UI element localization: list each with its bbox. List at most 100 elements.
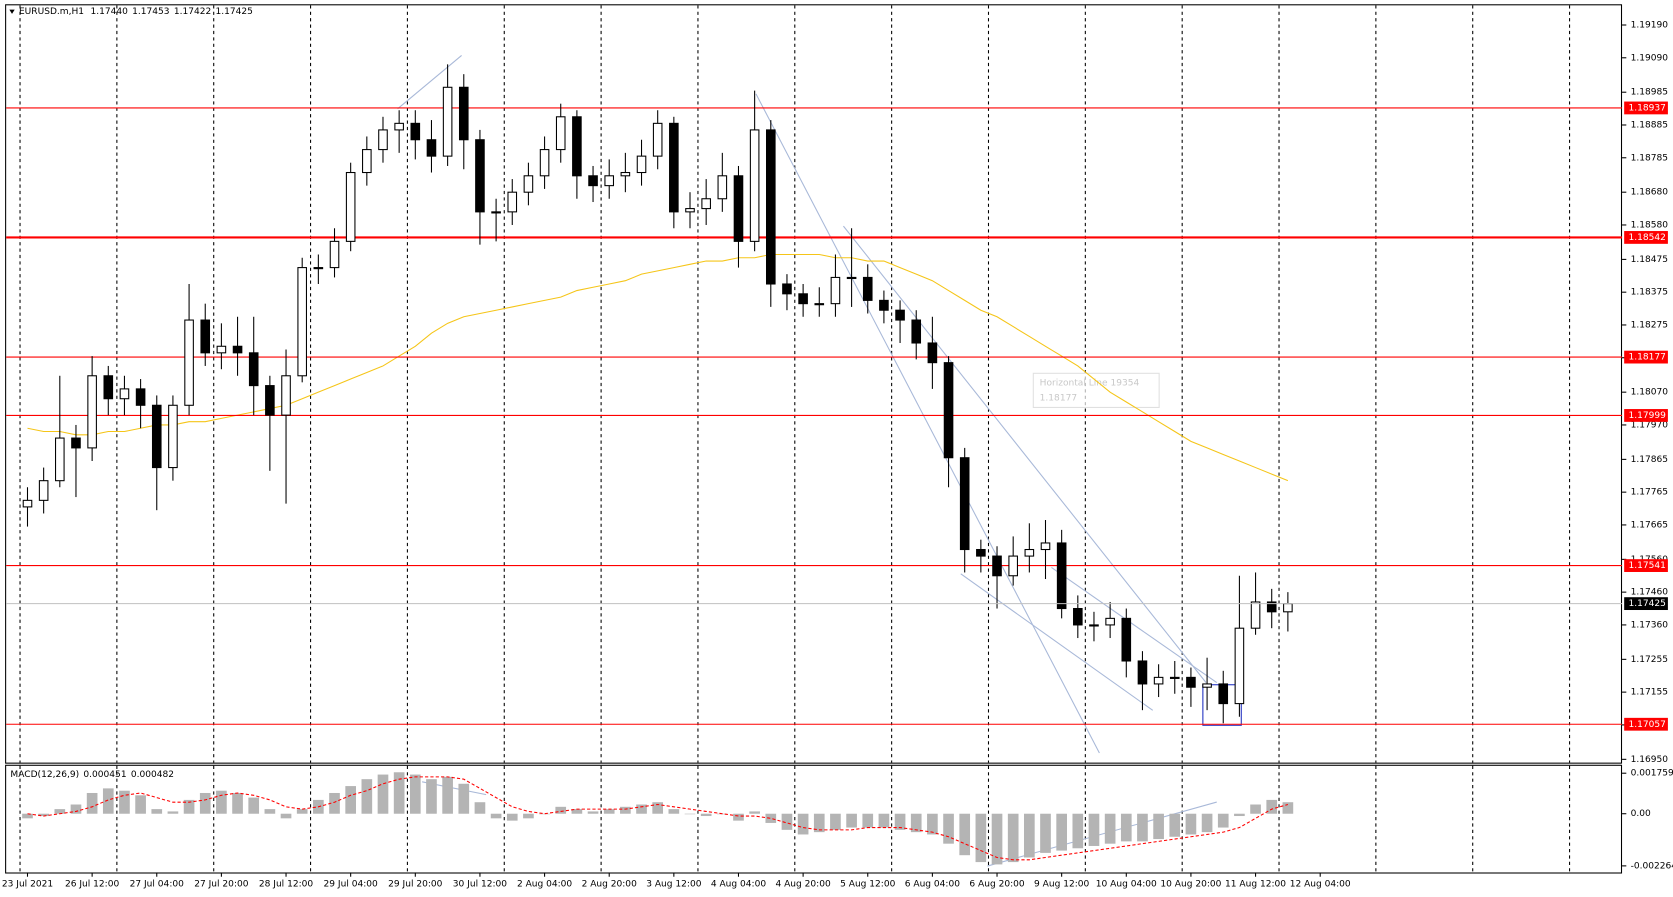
macd-bar [264, 809, 276, 814]
candle-body [1008, 555, 1018, 577]
macd-bar [1282, 802, 1294, 814]
y-tick-label: 1.17460 [1631, 588, 1669, 598]
candle-body [636, 155, 647, 174]
candle-body [281, 375, 291, 416]
macd-bar [959, 813, 971, 856]
trend-lines [397, 55, 1218, 867]
x-tick-label: 10 Aug 20:00 [1160, 880, 1221, 890]
x-tick-label: 10 Aug 04:00 [1096, 880, 1157, 890]
y-tick-label: 1.18275 [1631, 320, 1668, 330]
candle-body [55, 437, 65, 482]
x-tick-label: 5 Aug 12:00 [840, 880, 895, 890]
readout-value: 0.000451 [83, 770, 126, 780]
candle-body [1089, 624, 1099, 627]
candle-body [539, 149, 550, 177]
candle-body [151, 404, 162, 469]
macd-bar [975, 813, 987, 863]
candle-body [992, 555, 1002, 577]
candle-body [717, 175, 728, 200]
macd-bar [135, 795, 146, 814]
menu-arrow[interactable] [9, 9, 15, 14]
candle-body [135, 388, 146, 406]
macd-bar [1217, 813, 1229, 828]
candle-body [426, 139, 437, 157]
channel-line [755, 93, 1100, 754]
candle-body [232, 345, 243, 354]
macd-bar [1040, 813, 1051, 853]
y-tick-label: 1.17360 [1631, 620, 1669, 630]
candle-body [943, 362, 954, 459]
y-tick-label: 1.17255 [1631, 655, 1668, 665]
candle-body [782, 283, 792, 295]
signal-line [27, 776, 1289, 861]
candle-body [911, 319, 922, 344]
candle-body [1024, 548, 1035, 557]
y-tick-label: 0.001759 [1631, 769, 1673, 779]
candle-body [1056, 542, 1067, 610]
candle-body [200, 319, 211, 354]
macd-bar [1104, 813, 1116, 844]
macd-bar [458, 783, 470, 814]
level-label: 1.17541 [1628, 561, 1665, 571]
candle-body [685, 208, 695, 213]
x-tick-label: 29 Jul 04:00 [324, 880, 378, 890]
candle-body [669, 122, 679, 213]
candle-body [265, 385, 275, 416]
macd-bar [1072, 813, 1084, 849]
y-tick-label: 1.19190 [1631, 21, 1669, 31]
candle-body [329, 240, 340, 269]
macd-bar [361, 779, 373, 814]
macd-bar [1056, 813, 1067, 851]
macd-bar [862, 813, 874, 828]
candle-body [1169, 676, 1180, 679]
macd-bar [409, 774, 421, 814]
readout-value: 1.17453 [132, 7, 170, 17]
macd-bar [345, 786, 357, 814]
candle-body [1040, 542, 1051, 551]
macd-bar [603, 809, 615, 814]
macd-pane-frame [5, 764, 1623, 874]
tooltip [1032, 372, 1160, 408]
candle-body [1073, 607, 1083, 626]
candle-body [652, 122, 663, 157]
candle-body [879, 299, 889, 311]
y-tick-label: 0.00 [1631, 809, 1651, 819]
trend-line [1051, 566, 1218, 684]
y-tick-label: 1.18375 [1631, 288, 1668, 298]
candle-body [523, 175, 534, 193]
y-tick-label: 1.17765 [1631, 488, 1668, 498]
candle-body [1202, 683, 1212, 688]
level-label: 1.18937 [1628, 103, 1665, 113]
macd-bar [167, 811, 179, 814]
macd-bar [700, 813, 712, 817]
x-tick-label: 9 Aug 12:00 [1034, 880, 1089, 890]
readout-value: 1.17440 [90, 7, 128, 17]
x-tick-label: 27 Jul 04:00 [130, 880, 184, 890]
y-tick-label: 1.18475 [1631, 255, 1668, 265]
x-tick-label: 23 Jul 2021 [2, 880, 53, 890]
macd-bar [377, 774, 389, 814]
tooltip-name: Horizontal Line 19354 [1040, 378, 1140, 388]
y-tick-label: 1.17865 [1631, 455, 1668, 465]
macd-bar [927, 813, 938, 835]
candle-body [572, 116, 582, 177]
candle-body [1234, 627, 1245, 705]
candle-body [862, 276, 873, 301]
candle-body [588, 175, 598, 187]
candle-body [976, 548, 986, 557]
candle-body [814, 303, 825, 306]
current-price-box [1624, 597, 1668, 611]
macd-bar [38, 813, 49, 817]
candle-body [216, 345, 227, 354]
candle-body [959, 457, 970, 551]
level-label: 1.18177 [1628, 353, 1665, 363]
macd-bar [1185, 813, 1197, 835]
macd-bar [151, 809, 163, 814]
macd-bar [1169, 813, 1181, 837]
x-tick-label: 6 Aug 04:00 [905, 880, 960, 890]
x-tick-label: 12 Aug 04:00 [1290, 880, 1351, 890]
level-label-box [1624, 350, 1668, 364]
macd-bar [393, 772, 405, 814]
